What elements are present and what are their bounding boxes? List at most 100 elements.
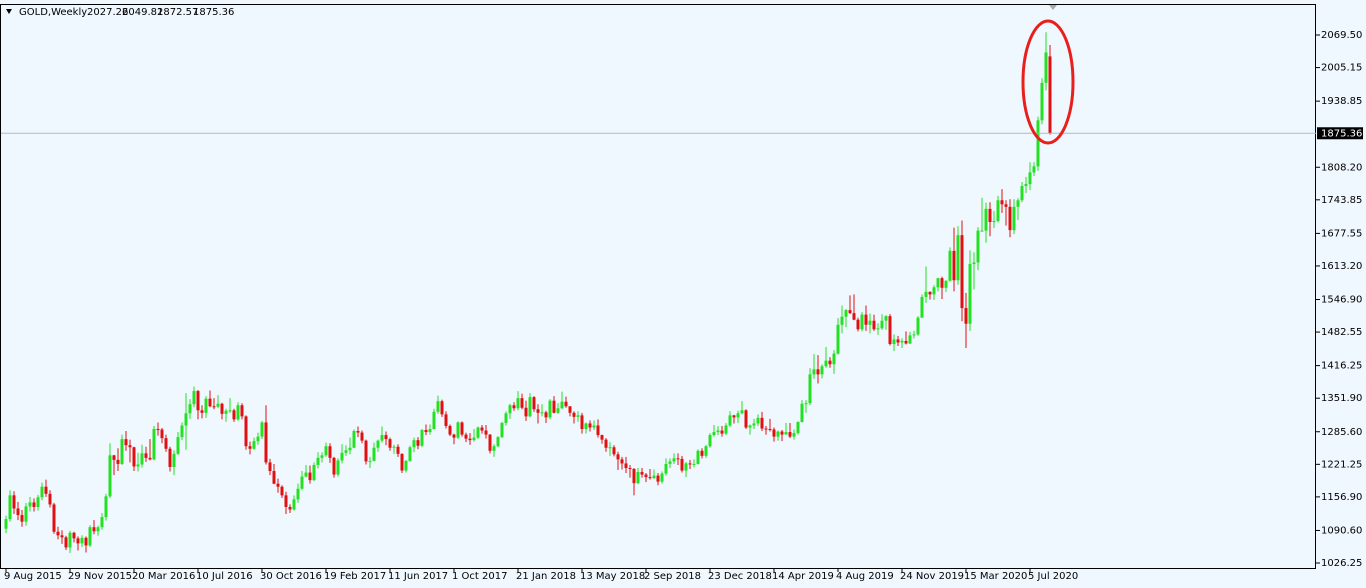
candle-body	[576, 415, 580, 417]
candle-body	[948, 250, 952, 281]
candle-body	[184, 413, 188, 426]
candle-body	[204, 398, 208, 413]
candle-body	[356, 431, 360, 433]
candle-body	[908, 335, 912, 344]
candle-body	[548, 400, 552, 418]
candle-body	[888, 316, 892, 344]
candle-body	[900, 340, 904, 343]
candle-body	[724, 425, 728, 434]
candle-body	[296, 488, 300, 500]
candle-body	[744, 410, 748, 428]
current-price-label: 1875.36	[1321, 128, 1362, 139]
candle-body	[656, 475, 660, 482]
candle-body	[840, 316, 844, 325]
x-tick-label: 20 Mar 2016	[132, 571, 195, 582]
candle-body	[768, 429, 772, 431]
candle-body	[968, 264, 972, 324]
candle-body	[552, 400, 556, 413]
x-tick-label: 9 Aug 2015	[4, 571, 62, 582]
collapse-arrow[interactable]	[6, 9, 12, 14]
candle-body	[760, 417, 764, 429]
candle-body	[784, 432, 788, 435]
candle-body	[404, 460, 408, 471]
candle-body	[168, 448, 172, 467]
candle-body	[932, 287, 936, 295]
candle-body	[20, 515, 24, 522]
candle-body	[1000, 200, 1004, 205]
candle-body	[324, 446, 328, 456]
candle-body	[664, 463, 668, 474]
candle-body	[564, 401, 568, 407]
candle-body	[540, 412, 544, 414]
candle-body	[172, 453, 176, 467]
candle-body	[648, 477, 652, 479]
candle-body	[652, 475, 656, 479]
candle-body	[796, 421, 800, 434]
candle-body	[696, 450, 700, 464]
candle-body	[780, 431, 784, 435]
candle-body	[512, 405, 516, 409]
candle-body	[60, 535, 64, 538]
candle-body	[284, 495, 288, 507]
candle-body	[588, 423, 592, 428]
y-tick-label: 2069.50	[1321, 30, 1362, 41]
candle-body	[676, 458, 680, 460]
candle-body	[200, 410, 204, 413]
close-value: 1875.36	[193, 7, 234, 18]
y-tick-label: 1743.85	[1321, 195, 1362, 206]
low-value: 1872.57	[157, 7, 198, 18]
candle-body	[672, 458, 676, 462]
candle-body	[316, 457, 320, 465]
candle-body	[232, 410, 236, 420]
candle-body	[1008, 206, 1012, 231]
candle-body	[608, 447, 612, 449]
candle-body	[292, 499, 296, 510]
x-tick-label: 2 Sep 2018	[644, 571, 701, 582]
candle-body	[700, 450, 704, 456]
candle-body	[480, 427, 484, 431]
candle-body	[508, 405, 512, 414]
candle-body	[868, 320, 872, 325]
candle-body	[720, 430, 724, 434]
candle-body	[844, 310, 848, 317]
candle-body	[488, 434, 492, 451]
current-price-box	[1317, 127, 1363, 140]
candle-body	[916, 317, 920, 335]
candle-body	[492, 446, 496, 451]
candle-body	[328, 446, 332, 458]
candle-body	[444, 414, 448, 426]
open-value: 2027.26	[87, 7, 128, 18]
x-tick-label: 19 Feb 2017	[324, 571, 386, 582]
candle-body	[516, 398, 520, 409]
candle-body	[288, 506, 292, 510]
candle-body	[408, 447, 412, 461]
candle-body	[108, 455, 112, 497]
candle-body	[280, 486, 284, 496]
candle-body	[756, 417, 760, 424]
candle-body	[976, 230, 980, 263]
candle-body	[688, 463, 692, 465]
candle-body	[996, 200, 1000, 222]
candle-body	[912, 334, 916, 336]
candle-body	[268, 462, 272, 472]
candle-body	[716, 430, 720, 433]
candle-body	[88, 527, 92, 546]
candle-body	[260, 422, 264, 437]
candle-body	[572, 412, 576, 417]
candle-body	[220, 403, 224, 414]
y-tick-label: 1221.25	[1321, 459, 1362, 470]
candle-body	[180, 425, 184, 438]
candle-body	[248, 446, 252, 449]
candle-body	[272, 471, 276, 484]
candle-body	[120, 439, 124, 464]
candle-body	[944, 280, 948, 288]
candle-body	[276, 483, 280, 487]
y-tick-label: 1026.25	[1321, 558, 1362, 569]
candle-body	[440, 401, 444, 415]
y-tick-label: 1938.85	[1321, 96, 1362, 107]
y-tick-label: 1482.55	[1321, 327, 1362, 338]
shift-marker[interactable]	[1049, 5, 1057, 10]
high-value: 2049.82	[122, 7, 163, 18]
candle-body	[532, 397, 536, 410]
